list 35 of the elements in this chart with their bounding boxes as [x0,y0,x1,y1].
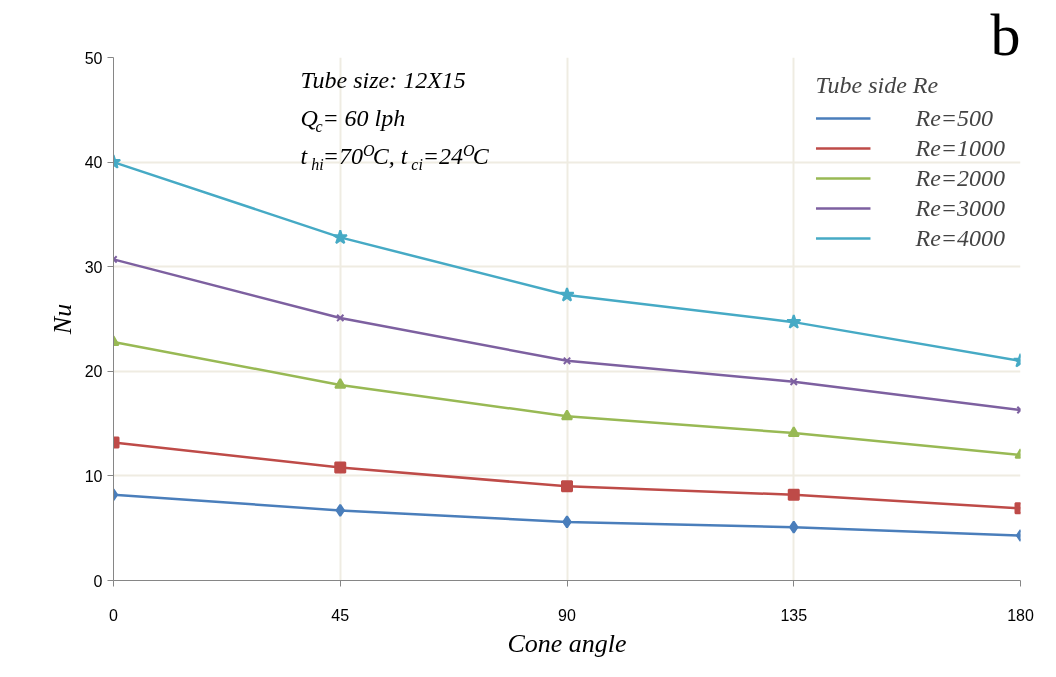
legend-title: Tube side Re [815,72,940,99]
y-tick-label: 20 [84,363,103,381]
x-tick-label: 135 [780,606,808,624]
point [559,286,575,302]
point [562,356,572,366]
point [789,520,799,534]
point [335,503,345,517]
annotation: b [990,1,1021,68]
legend-label: Re=4000 [915,224,1005,252]
point [334,461,347,474]
point [561,480,573,493]
x-tick-label: 45 [331,606,350,624]
y-tick-label: 50 [84,49,103,67]
legend-label: Re=1000 [915,134,1005,162]
point [562,515,572,529]
y-tick-label: 40 [84,154,103,172]
annotation: Tube size: 12X15 [300,66,466,93]
point [561,409,573,421]
point [336,313,345,323]
point [787,426,800,437]
x-tick-label: 90 [558,606,576,624]
legend-label: Re=3000 [915,194,1005,222]
legend-label: Re=500 [915,104,993,132]
y-tick-label: 0 [93,572,103,590]
point [332,229,348,245]
x-axis-title: Cone angle [507,628,627,658]
x-tick-label: 0 [109,606,119,624]
point [787,488,800,501]
point [334,378,347,389]
x-tick-label: 180 [1007,606,1034,624]
legend-label: Re=2000 [915,164,1005,192]
y-tick-label: 10 [84,467,103,485]
y-tick-label: 30 [84,258,103,276]
y-axis-title: Nu [47,303,77,336]
point [786,314,802,329]
